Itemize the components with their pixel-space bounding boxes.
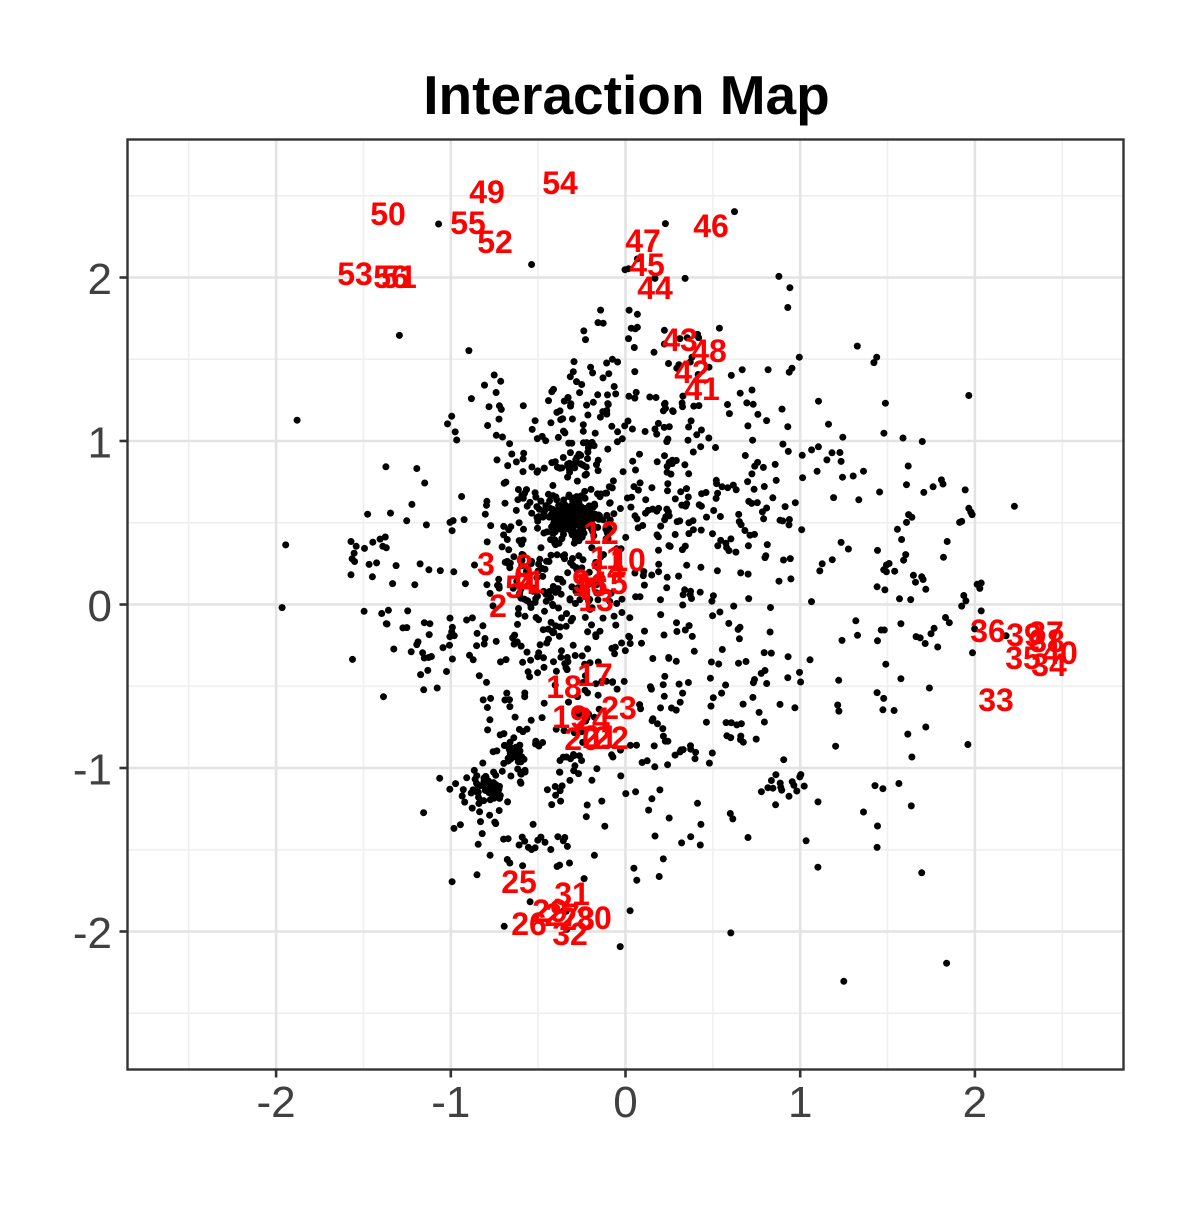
svg-text:7: 7 — [577, 571, 595, 607]
svg-text:44: 44 — [637, 270, 673, 306]
svg-text:28: 28 — [559, 901, 595, 937]
svg-text:11: 11 — [590, 540, 624, 576]
svg-text:27: 27 — [544, 897, 580, 933]
svg-text:53: 53 — [337, 256, 373, 292]
svg-text:45: 45 — [629, 247, 665, 283]
svg-text:25: 25 — [501, 864, 537, 900]
svg-text:2: 2 — [963, 1078, 987, 1127]
svg-text:17: 17 — [577, 657, 613, 693]
svg-text:40: 40 — [1042, 635, 1078, 671]
svg-text:41: 41 — [684, 371, 720, 407]
svg-text:Interaction Map: Interaction Map — [423, 64, 829, 126]
svg-text:37: 37 — [1028, 615, 1064, 651]
svg-text:22: 22 — [593, 720, 629, 756]
svg-text:14: 14 — [589, 553, 625, 589]
svg-text:35: 35 — [1005, 640, 1041, 676]
svg-text:52: 52 — [477, 224, 513, 260]
svg-text:-1: -1 — [73, 746, 112, 795]
svg-text:38: 38 — [1029, 623, 1065, 659]
svg-text:4: 4 — [518, 565, 536, 601]
svg-text:13: 13 — [578, 582, 614, 618]
svg-text:31: 31 — [554, 876, 590, 912]
svg-text:33: 33 — [978, 682, 1014, 718]
svg-text:2: 2 — [88, 255, 112, 304]
svg-text:8: 8 — [515, 548, 533, 584]
svg-text:2: 2 — [489, 588, 507, 624]
svg-text:54: 54 — [542, 165, 578, 201]
svg-text:49: 49 — [469, 174, 505, 210]
svg-text:1: 1 — [527, 564, 545, 600]
svg-text:51: 51 — [381, 259, 417, 295]
svg-text:12: 12 — [583, 515, 619, 551]
svg-text:0: 0 — [88, 582, 112, 631]
svg-text:1: 1 — [788, 1078, 812, 1127]
svg-text:48: 48 — [691, 333, 727, 369]
svg-text:0: 0 — [613, 1078, 637, 1127]
svg-text:9: 9 — [572, 563, 590, 599]
svg-text:16: 16 — [572, 567, 608, 603]
svg-text:10: 10 — [610, 542, 646, 578]
svg-text:26: 26 — [511, 906, 547, 942]
svg-text:18: 18 — [546, 669, 582, 705]
svg-text:47: 47 — [625, 223, 661, 259]
svg-text:56: 56 — [373, 259, 409, 295]
svg-text:55: 55 — [450, 205, 486, 241]
svg-text:-2: -2 — [73, 909, 112, 958]
svg-text:6: 6 — [514, 558, 532, 594]
svg-text:15: 15 — [592, 565, 628, 601]
svg-text:21: 21 — [582, 719, 618, 755]
svg-text:32: 32 — [552, 916, 588, 952]
svg-text:1: 1 — [88, 419, 112, 468]
svg-text:5: 5 — [505, 569, 523, 605]
svg-text:3: 3 — [477, 546, 495, 582]
svg-text:20: 20 — [564, 721, 600, 757]
svg-text:46: 46 — [693, 208, 729, 244]
svg-text:34: 34 — [1031, 647, 1067, 683]
svg-text:42: 42 — [674, 354, 710, 390]
svg-text:23: 23 — [601, 690, 637, 726]
svg-text:36: 36 — [970, 613, 1006, 649]
svg-text:24: 24 — [574, 701, 610, 737]
svg-text:19: 19 — [552, 699, 588, 735]
svg-text:30: 30 — [576, 900, 612, 936]
svg-text:43: 43 — [662, 322, 698, 358]
svg-text:50: 50 — [370, 196, 406, 232]
svg-text:39: 39 — [1006, 617, 1042, 653]
svg-text:29: 29 — [532, 893, 568, 929]
svg-text:-2: -2 — [257, 1078, 296, 1127]
svg-text:-1: -1 — [431, 1078, 470, 1127]
